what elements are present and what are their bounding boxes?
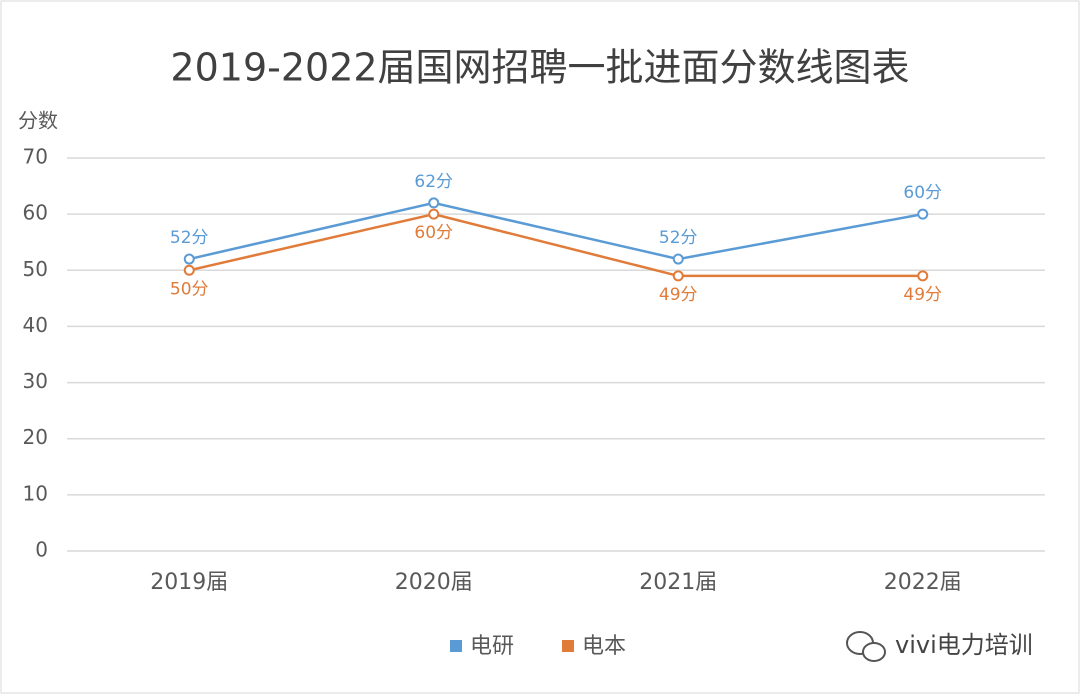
line [188, 212, 923, 278]
x-tick-label: 2021届 [639, 570, 717, 595]
y-tick-label: 50 [23, 257, 48, 281]
y-tick-label: 40 [23, 313, 48, 337]
marker [428, 197, 440, 209]
legend-label: 电研 [470, 634, 514, 659]
marker [917, 270, 929, 282]
x-tick-label: 2020届 [395, 570, 473, 595]
x-tick-label: 2019届 [150, 570, 228, 595]
marker [428, 208, 440, 220]
data-label: 60分 [903, 183, 942, 203]
data-label: 50分 [170, 279, 209, 299]
y-tick-label: 70 [23, 145, 48, 169]
data-label: 62分 [414, 172, 453, 192]
y-tick-label: 60 [23, 201, 48, 225]
data-label: 60分 [414, 223, 453, 243]
watermark-text: vivi电力培训 [895, 631, 1033, 659]
y-tick-label: 30 [23, 369, 48, 393]
data-label: 52分 [659, 228, 698, 248]
chart-title: 2019-2022届国网招聘一批进面分数线图表 [170, 46, 909, 90]
y-tick-label: 20 [23, 425, 48, 449]
marker [183, 253, 195, 265]
marker [917, 208, 929, 220]
line [188, 201, 923, 261]
data-label: 52分 [170, 228, 209, 248]
y-axis-label: 分数 [18, 109, 58, 133]
data-label: 49分 [659, 285, 698, 305]
data-label: 49分 [903, 285, 942, 305]
x-tick-label: 2022届 [884, 570, 962, 595]
marker [672, 253, 684, 265]
legend-swatch [562, 640, 574, 652]
y-tick-label: 10 [23, 481, 48, 505]
y-tick-label: 0 [35, 538, 48, 562]
marker [672, 270, 684, 282]
legend-swatch [450, 640, 462, 652]
watermark: vivi电力培训 [846, 631, 1033, 662]
wechat-icon [862, 642, 886, 662]
marker [183, 264, 195, 276]
legend-label: 电本 [582, 634, 626, 659]
